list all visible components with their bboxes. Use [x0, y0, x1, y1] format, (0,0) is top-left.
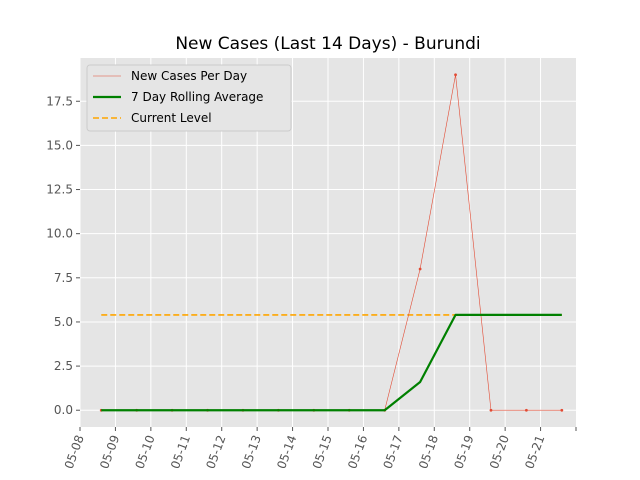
y-tick-label: 17.5: [46, 94, 73, 108]
y-tick-label: 12.5: [46, 183, 73, 197]
legend-label-new-cases: New Cases Per Day: [131, 69, 247, 83]
y-tick-label: 15.0: [46, 138, 73, 152]
series-layer: [99, 73, 564, 412]
data-point-new-cases: [418, 267, 422, 271]
y-axis: 0.0 2.5 5.0 7.5 10.0 12.5 15.0 17.5: [46, 94, 80, 417]
chart-title: New Cases (Last 14 Days) - Burundi: [175, 34, 480, 54]
y-tick-label: 2.5: [54, 359, 73, 373]
data-point-new-cases: [489, 408, 493, 412]
y-tick-label: 5.0: [54, 315, 73, 329]
data-point-new-cases: [525, 408, 528, 412]
grid-lines: [79, 58, 576, 427]
legend-label-rolling-average: 7 Day Rolling Average: [131, 90, 263, 104]
data-point-new-cases: [454, 73, 457, 77]
legend: New Cases Per Day 7 Day Rolling Average …: [86, 64, 292, 132]
y-tick-label: 10.0: [46, 227, 73, 241]
legend-label-current-level: Current Level: [131, 111, 212, 125]
data-point-new-cases: [560, 408, 564, 412]
y-tick-label: 0.0: [54, 403, 73, 417]
y-tick-label: 7.5: [54, 271, 73, 285]
series-line-rolling-average: [101, 313, 562, 412]
legend-box: [86, 64, 292, 132]
